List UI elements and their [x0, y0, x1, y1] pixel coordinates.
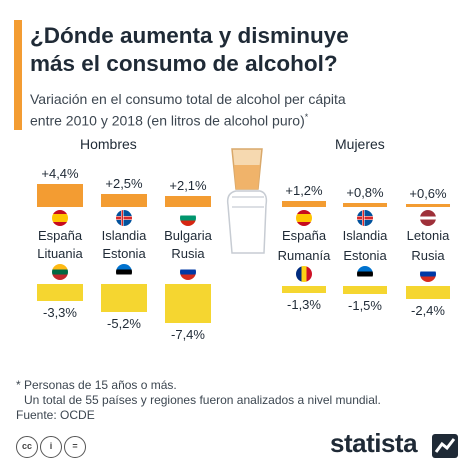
country-label-rusia: Rusia: [411, 248, 445, 263]
notes: * Personas de 15 años o más. Un total de…: [16, 378, 381, 423]
russia-flag-icon: [420, 266, 436, 282]
note-age: * Personas de 15 años o más.: [16, 378, 177, 392]
statista-logo[interactable]: statista: [330, 428, 418, 458]
country-label-rumania: Rumanía: [277, 248, 331, 263]
estonia-flag-icon: [116, 264, 132, 280]
value-label-letonia: +0,6%: [409, 185, 447, 201]
bar-espana: [37, 183, 83, 207]
lithuania-flag-icon: [52, 264, 68, 280]
value-label-islandia: +2,5%: [105, 175, 143, 191]
value-label-estonia: -1,5%: [348, 297, 382, 313]
source: Fuente: OCDE: [16, 408, 95, 422]
value-label-rusia: -2,4%: [411, 302, 445, 318]
bar-estonia: [101, 284, 147, 312]
country-label-islandia: Islandia: [101, 228, 147, 243]
value-label-estonia: -5,2%: [107, 315, 141, 331]
country-label-islandia: Islandia: [342, 228, 388, 243]
bar-islandia: [343, 202, 387, 207]
country-label-espana: España: [281, 228, 327, 243]
country-label-estonia: Estonia: [343, 248, 387, 263]
latvia-flag-icon: [420, 210, 436, 226]
license-icons: cc i =: [16, 436, 86, 458]
country-label-espana: España: [37, 228, 83, 243]
statista-logo-mark-icon: [432, 434, 458, 458]
country-label-lituania: Lituania: [37, 246, 83, 261]
cc-icon[interactable]: cc: [16, 436, 38, 458]
bar-islandia: [101, 193, 147, 207]
country-label-bulgaria: Bulgaria: [164, 228, 212, 243]
country-label-letonia: Letonia: [406, 228, 450, 243]
page-title: ¿Dónde aumenta y disminuye más el consum…: [30, 23, 349, 76]
romania-flag-icon: [296, 266, 312, 282]
bar-estonia: [343, 286, 387, 294]
no-derivatives-icon[interactable]: =: [64, 436, 86, 458]
subtitle: Variación en el consumo total de alcohol…: [30, 91, 346, 129]
shot-glass-hand-icon: [226, 148, 268, 254]
iceland-flag-icon: [357, 210, 373, 226]
iceland-flag-icon: [116, 210, 132, 226]
value-label-rumania: -1,3%: [287, 296, 321, 312]
bar-lituania: [37, 284, 83, 302]
accent-bar: [14, 20, 22, 130]
value-label-islandia: +0,8%: [346, 184, 384, 200]
country-label-estonia: Estonia: [102, 246, 146, 261]
value-label-lituania: -3,3%: [43, 305, 77, 321]
group-title-mujeres: Mujeres: [335, 136, 385, 152]
bar-rusia: [406, 286, 450, 299]
spain-flag-icon: [296, 210, 312, 226]
bar-rusia: [165, 284, 211, 324]
value-label-espana: +4,4%: [41, 165, 79, 181]
russia-flag-icon: [180, 264, 196, 280]
bar-letonia: [406, 203, 450, 207]
attribution-icon[interactable]: i: [40, 436, 62, 458]
bar-bulgaria: [165, 195, 211, 207]
value-label-espana: +1,2%: [285, 182, 323, 198]
group-title-hombres: Hombres: [80, 136, 137, 152]
spain-flag-icon: [52, 210, 68, 226]
note-countries: Un total de 55 países y regiones fueron …: [24, 393, 381, 407]
bar-rumania: [282, 286, 326, 293]
value-label-bulgaria: +2,1%: [169, 177, 207, 193]
country-label-rusia: Rusia: [171, 246, 205, 261]
estonia-flag-icon: [357, 266, 373, 282]
bar-espana: [282, 200, 326, 207]
value-label-rusia: -7,4%: [171, 327, 205, 343]
bulgaria-flag-icon: [180, 210, 196, 226]
